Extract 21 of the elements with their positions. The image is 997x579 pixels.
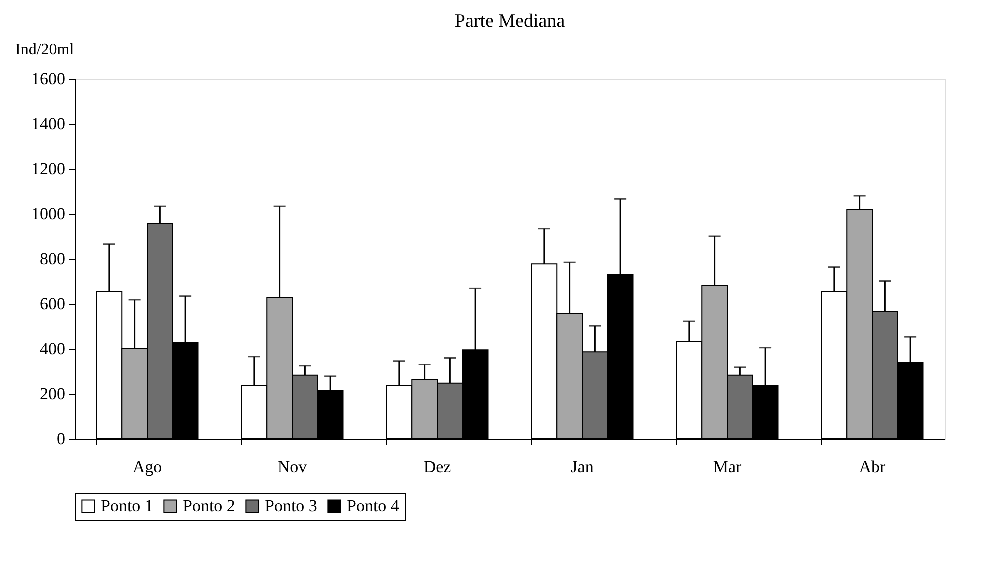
x-tick-label: Nov <box>278 458 308 476</box>
legend-label: Ponto 2 <box>183 496 236 516</box>
legend-label: Ponto 3 <box>265 496 318 516</box>
y-axis-title: Ind/20ml <box>16 42 75 58</box>
x-tick-label: Jan <box>571 458 594 476</box>
legend-label: Ponto 1 <box>101 496 154 516</box>
x-tick-label: Ago <box>132 458 162 476</box>
y-tick-label: 1000 <box>32 204 66 224</box>
y-tick-label: 1400 <box>32 114 66 134</box>
y-tick-label: 1600 <box>32 70 66 88</box>
y-tick-label: 800 <box>40 250 66 268</box>
y-tick-label: 400 <box>40 340 66 358</box>
chart-title: Parte Mediana <box>454 11 566 32</box>
x-tick-label: Abr <box>859 458 886 476</box>
y-tick-label: 0 <box>57 430 66 448</box>
y-tick-label: 600 <box>40 294 66 314</box>
y-tick-label: 200 <box>40 384 66 404</box>
x-tick-label: Mar <box>713 458 742 476</box>
y-tick-label: 1200 <box>32 160 66 178</box>
x-tick-label: Dez <box>424 458 452 476</box>
legend-label: Ponto 4 <box>347 496 400 516</box>
